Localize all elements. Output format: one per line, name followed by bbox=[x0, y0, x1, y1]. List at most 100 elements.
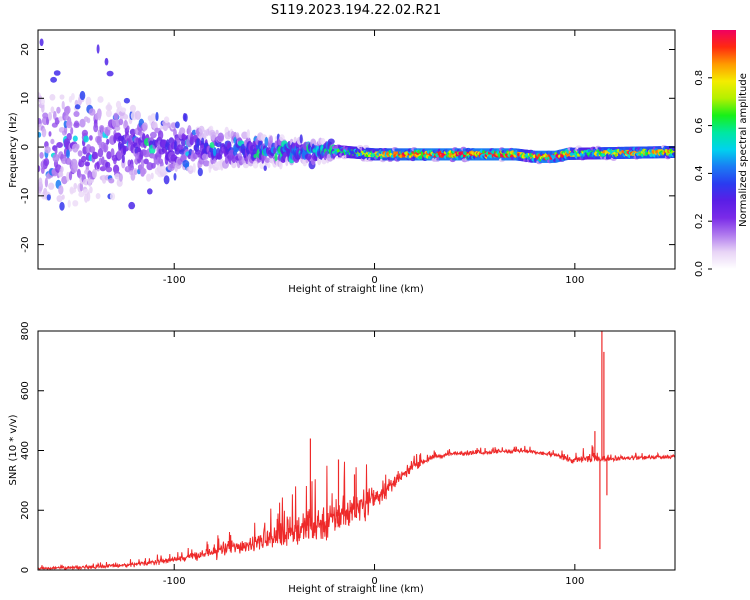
spectrogram-cell bbox=[60, 166, 64, 173]
spectrogram-cell bbox=[188, 165, 193, 171]
spectrogram-cell bbox=[147, 188, 153, 195]
spectrogram-cell bbox=[320, 137, 326, 145]
spectrogram-cell bbox=[118, 173, 123, 182]
spectrogram-cell bbox=[163, 175, 170, 185]
colorbar-tick-label: 0.4 bbox=[694, 165, 705, 181]
spectrogram-cell bbox=[89, 186, 93, 194]
spectrogram-cell bbox=[53, 70, 61, 76]
spectrogram-cell bbox=[85, 96, 92, 107]
spectrogram-cell bbox=[65, 105, 71, 114]
spectrogram-cell bbox=[41, 103, 45, 113]
spectrogram-cell bbox=[120, 107, 127, 113]
spectrogram-cell bbox=[81, 129, 88, 137]
spectrogram-cell bbox=[159, 165, 167, 173]
colorbar: 0.0 0.2 0.4 0.6 0.8 Normalized spectral ampl… bbox=[694, 30, 749, 277]
spectrogram-cell bbox=[578, 147, 581, 151]
spectrogram-cell bbox=[74, 104, 81, 110]
spectrogram-cell bbox=[39, 152, 44, 159]
spectrogram-cell bbox=[79, 90, 86, 101]
spectrogram-cell bbox=[72, 162, 78, 171]
spectrogram-cell bbox=[97, 148, 104, 158]
spectrogram-cell bbox=[327, 138, 335, 145]
spectrogram-cell bbox=[54, 147, 58, 155]
y-tick-label: -20 bbox=[20, 236, 31, 252]
spectrogram-cell bbox=[69, 187, 77, 194]
snr-spikes bbox=[309, 331, 608, 550]
spectrogram-cell bbox=[109, 192, 116, 201]
spectrogram-cell bbox=[56, 106, 61, 114]
colorbar-tick-label: 0.2 bbox=[694, 213, 705, 229]
spectrogram-cell bbox=[273, 147, 277, 154]
x-tick-label: 0 bbox=[371, 576, 377, 587]
spectrogram-cell bbox=[92, 168, 97, 179]
spectrogram-xlabel: Height of straight line (km) bbox=[288, 284, 424, 295]
spectrogram-cell bbox=[450, 148, 454, 152]
spectrogram-cell bbox=[105, 104, 113, 111]
spectrogram-cell bbox=[159, 161, 164, 168]
spectrogram-cell bbox=[202, 160, 210, 167]
spectrogram-cell bbox=[72, 135, 78, 142]
spectrogram-cell bbox=[150, 172, 154, 180]
x-tick-label: 100 bbox=[565, 275, 584, 286]
x-tick-label: -100 bbox=[163, 275, 186, 286]
spectrogram-cell bbox=[123, 97, 130, 104]
spectrogram-cell bbox=[114, 173, 121, 180]
spectrogram-cell bbox=[105, 109, 112, 118]
spectrogram-cell bbox=[514, 157, 518, 161]
y-tick-label: 0 bbox=[20, 144, 31, 150]
spectrogram-cell bbox=[66, 171, 70, 182]
spectrogram-cell bbox=[133, 169, 138, 175]
spectrogram-cell bbox=[215, 129, 219, 135]
spectrogram-cell bbox=[58, 185, 64, 195]
spectrogram-cell bbox=[213, 147, 217, 157]
y-tick-label: 400 bbox=[20, 441, 31, 460]
spectrogram-cell bbox=[53, 110, 57, 120]
spectrogram-cell bbox=[71, 93, 75, 101]
spectrogram-cell bbox=[196, 138, 200, 148]
spectrogram-cell bbox=[198, 125, 205, 134]
spectrogram-cell bbox=[267, 162, 271, 169]
spectrogram-cell bbox=[209, 146, 214, 153]
y-tick-label: 800 bbox=[20, 321, 31, 340]
spectrogram-cell bbox=[73, 122, 80, 128]
spectrogram-cell bbox=[72, 200, 79, 207]
spectrogram-cell bbox=[59, 94, 65, 100]
snr-panel: -100 0 100 0 200 400 600 800 Height of straight… bbox=[8, 321, 676, 595]
spectrogram-cell bbox=[61, 100, 65, 110]
spectrogram-cell bbox=[84, 161, 91, 167]
spectrogram-cell bbox=[118, 118, 124, 126]
spectrogram-cell bbox=[263, 165, 267, 172]
spectrogram-cell bbox=[102, 142, 109, 153]
spectrogram-cell bbox=[151, 162, 156, 169]
spectrogram-cell bbox=[126, 125, 130, 131]
spectrogram-cell bbox=[73, 182, 78, 190]
spectrogram-cell bbox=[83, 135, 89, 143]
spectrogram-cell bbox=[108, 177, 115, 184]
colorbar-tick-label: 0.6 bbox=[694, 118, 705, 134]
spectrogram-cell bbox=[73, 111, 80, 117]
spectrogram-cell bbox=[134, 110, 141, 121]
x-tick-label: 0 bbox=[371, 275, 377, 286]
spectrogram-cell bbox=[40, 97, 45, 106]
spectrogram-ylabel: Frequency (Hz) bbox=[8, 112, 19, 188]
spectrogram-cell bbox=[79, 118, 86, 128]
spectrogram-cell bbox=[106, 151, 112, 160]
spectrogram-cell bbox=[246, 129, 250, 139]
spectrogram-cell bbox=[129, 163, 134, 173]
spectrogram-cell bbox=[140, 158, 145, 169]
spectrogram-cell bbox=[52, 153, 60, 163]
spectrogram-cell bbox=[81, 155, 87, 163]
spectrogram-cell bbox=[59, 201, 65, 211]
y-tick-label: 10 bbox=[20, 92, 31, 105]
x-tick-label: 100 bbox=[565, 576, 584, 587]
y-tick-label: 20 bbox=[20, 43, 31, 56]
snr-axes: -100 0 100 0 200 400 600 800 bbox=[20, 321, 675, 587]
spectrogram-cell bbox=[46, 194, 51, 201]
spectrogram-cell bbox=[50, 138, 55, 145]
spectrogram-cell bbox=[38, 165, 41, 173]
spectrogram-cell bbox=[61, 176, 68, 185]
colorbar-tick-label: 0.8 bbox=[694, 70, 705, 86]
spectrogram-cell bbox=[96, 44, 100, 54]
spectrogram-cell bbox=[274, 152, 278, 162]
